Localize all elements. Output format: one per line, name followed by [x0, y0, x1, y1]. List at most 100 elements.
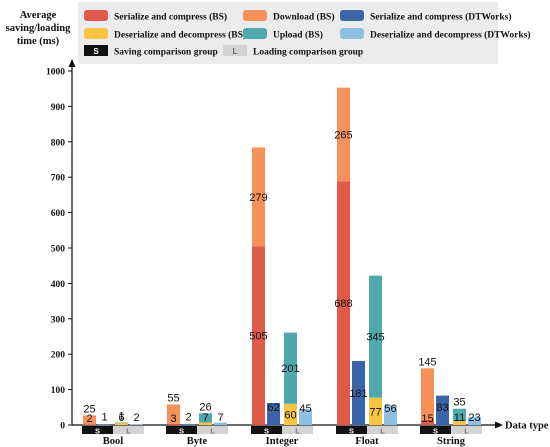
y-tick-label: 900: [51, 103, 66, 113]
loading-group-key: L: [210, 427, 215, 436]
y-axis-label: Average: [20, 10, 57, 21]
bar-serialize-bs: [252, 246, 265, 425]
y-tick-label: 500: [51, 245, 66, 255]
bar-deserialize-dtworks: [299, 409, 312, 425]
bar-download-bs: [167, 404, 180, 424]
label-deserialize-dtworks: 56: [384, 403, 396, 415]
legend-swatch: [340, 28, 364, 39]
label-serialize-dtworks: 1: [101, 412, 107, 424]
label-upload-bs: 1: [118, 411, 124, 423]
bar-deserialize-dtworks: [130, 424, 143, 425]
group-label: Loading comparison group: [253, 48, 363, 58]
saving-group-bar: [251, 426, 282, 434]
label-download-bs: 55: [167, 392, 179, 404]
legend-swatch: [84, 28, 108, 39]
legend-label: Serialize and compress (DTWorks): [370, 12, 512, 23]
y-tick-label: 400: [51, 280, 66, 290]
legend-swatch: [243, 28, 267, 39]
bar-upload-bs: [453, 408, 466, 422]
bar-upload-bs: [115, 422, 128, 424]
label-download-bs: 265: [334, 130, 352, 142]
y-tick-label: 700: [51, 174, 66, 184]
bar-deserialize-bs: [284, 403, 297, 425]
y-tick-label: 0: [60, 422, 65, 432]
label-upload-bs: 201: [281, 363, 299, 375]
label-deserialize-dtworks: 7: [217, 412, 223, 424]
bar-download-bs: [252, 147, 265, 247]
bar-serialize-bs: [337, 181, 350, 425]
x-tick-label: Integer: [266, 436, 299, 447]
bar-serialize-dtworks: [436, 395, 449, 425]
label-deserialize-dtworks: 2: [133, 412, 139, 424]
bar-serialize-bs: [83, 424, 96, 425]
y-tick-label: 300: [51, 315, 66, 325]
legend-label: Serialize and compress (BS): [114, 12, 227, 23]
legend-label: Download (BS): [273, 12, 335, 23]
label-serialize-dtworks: 62: [267, 402, 279, 414]
label-serialize-dtworks: 181: [349, 388, 367, 400]
bar-download-bs: [83, 415, 96, 425]
label-deserialize-dtworks: 23: [468, 412, 480, 424]
y-tick-label: 600: [51, 209, 66, 219]
saving-group-key: S: [264, 427, 269, 436]
y-axis-label: time (ms): [17, 36, 60, 47]
saving-group-key: S: [433, 427, 438, 436]
legend-swatch: [340, 10, 364, 21]
label-deserialize-bs: 11: [454, 412, 465, 424]
group-key: S: [93, 47, 99, 56]
label-deserialize-dtworks: 45: [299, 403, 311, 415]
legend-swatch: [243, 10, 267, 21]
y-tick-label: 1000: [46, 68, 65, 78]
x-tick-label: Byte: [187, 436, 208, 447]
group-swatch: [84, 45, 108, 56]
y-tick-label: 200: [51, 351, 66, 361]
loading-group-key: L: [464, 427, 469, 436]
label-download-bs: 25: [83, 403, 95, 415]
saving-group-bar: [420, 426, 451, 434]
label-upload-bs: 35: [453, 397, 465, 409]
loading-group-bar: [282, 426, 313, 434]
label-upload-bs: 26: [199, 401, 211, 413]
saving-group-key: S: [179, 427, 184, 436]
label-serialize-bs: 15: [421, 413, 433, 425]
label-serialize-bs: 688: [334, 298, 352, 310]
bar-serialize-dtworks: [352, 360, 365, 425]
loading-group-bar: [197, 426, 228, 434]
bar-deserialize-bs: [453, 421, 466, 425]
bar-deserialize-bs: [369, 397, 382, 425]
saving-group-bar: [82, 426, 113, 434]
legend-label: Upload (BS): [273, 30, 323, 41]
loading-group-key: L: [380, 427, 385, 436]
y-tick-label: 100: [51, 386, 66, 396]
label-serialize-bs: 505: [249, 331, 267, 343]
x-axis-arrow: [495, 421, 503, 429]
y-tick-label: 800: [51, 138, 66, 148]
saving-group-bar: [336, 426, 367, 434]
label-serialize-dtworks: 2: [185, 411, 191, 423]
x-tick-label: Float: [355, 436, 379, 447]
legend-box: [78, 2, 498, 64]
loading-group-bar: [367, 426, 398, 434]
loading-group-key: L: [126, 427, 131, 436]
legend-label: Deserialize and decompress (DTWorks): [370, 30, 531, 41]
group-swatch: [223, 45, 247, 56]
bar-upload-bs: [369, 275, 382, 398]
label-deserialize-bs: 6: [118, 412, 124, 424]
bar-deserialize-dtworks: [214, 422, 227, 425]
legend-swatch: [84, 10, 108, 21]
saving-group-key: S: [95, 427, 100, 436]
label-serialize-dtworks: 83: [436, 402, 448, 414]
x-tick-label: Bool: [103, 436, 124, 447]
bar-serialize-dtworks: [98, 424, 111, 426]
bar-deserialize-bs: [199, 422, 212, 425]
label-serialize-bs: 2: [86, 413, 92, 425]
bar-deserialize-dtworks: [468, 416, 481, 425]
label-deserialize-bs: 7: [202, 412, 208, 424]
bar-download-bs: [421, 368, 434, 420]
label-download-bs: 279: [249, 192, 267, 204]
group-key: L: [233, 47, 238, 56]
saving-group-key: S: [349, 427, 354, 436]
y-axis-arrow: [68, 59, 76, 67]
saving-group-bar: [166, 426, 197, 434]
